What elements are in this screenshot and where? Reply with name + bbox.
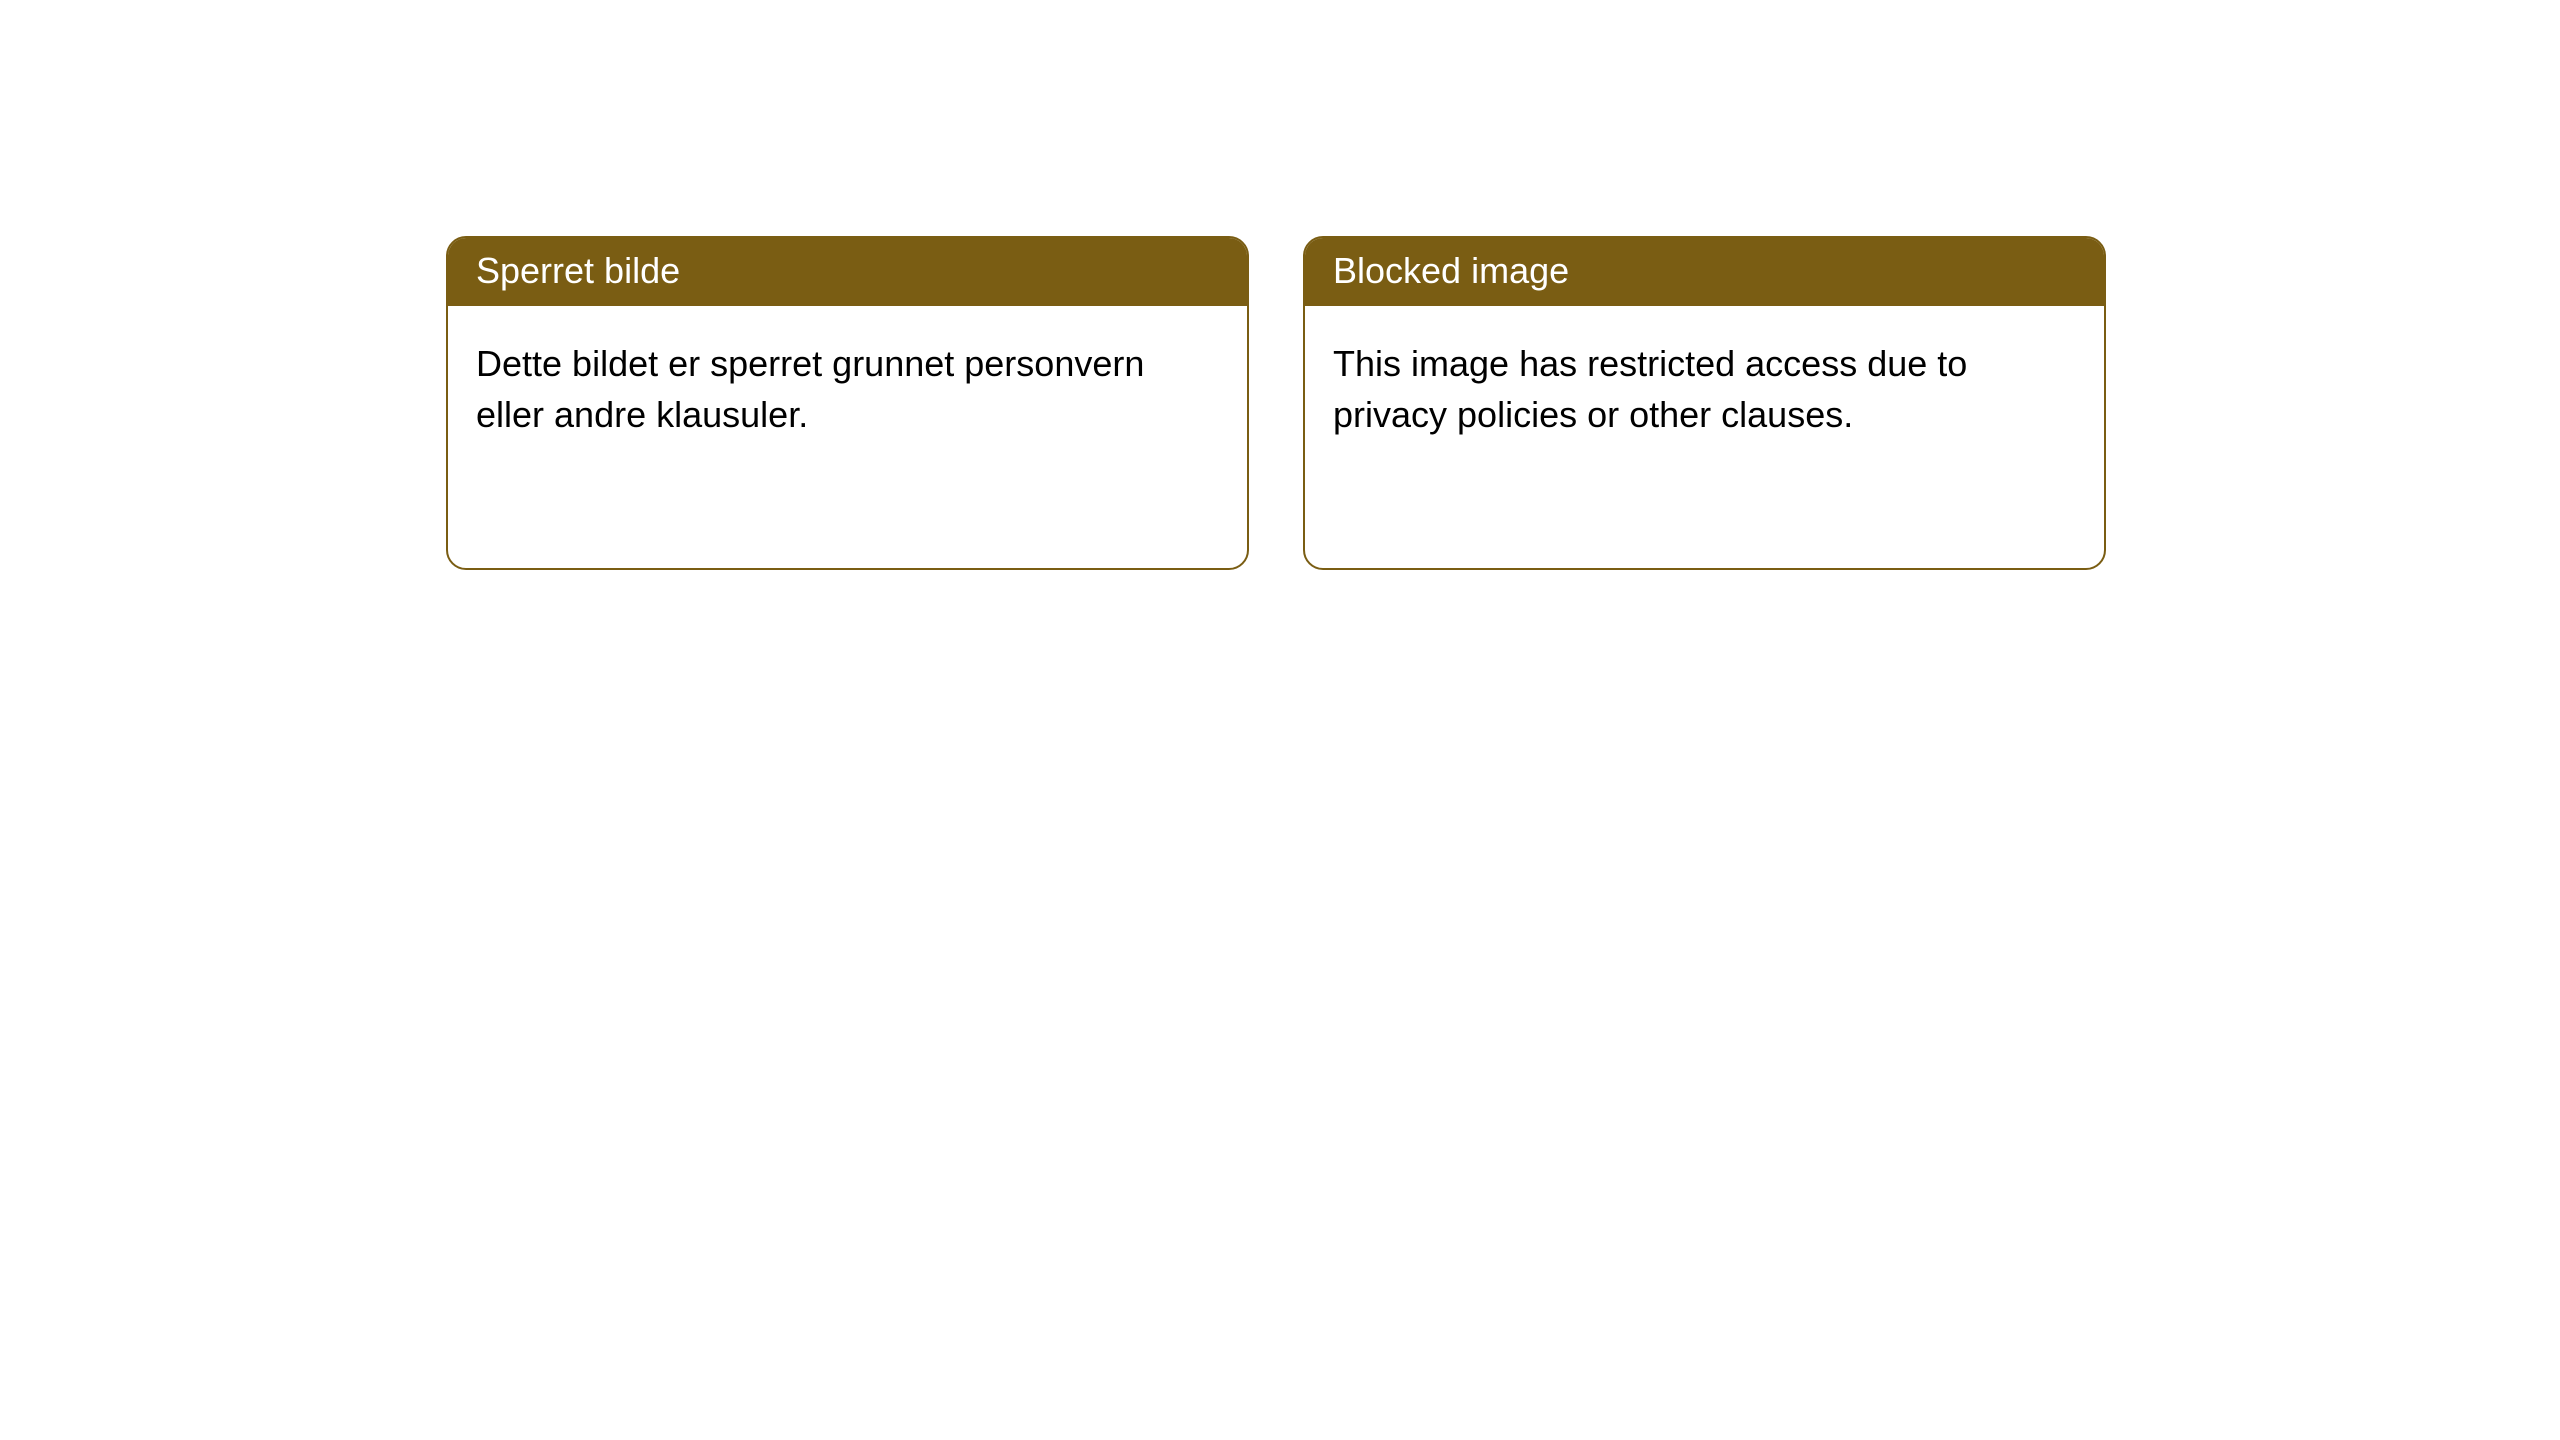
card-header: Blocked image (1305, 238, 2104, 306)
card-message: This image has restricted access due to … (1333, 343, 1967, 435)
card-body: Dette bildet er sperret grunnet personve… (448, 306, 1247, 472)
card-title: Blocked image (1333, 250, 1569, 291)
card-title: Sperret bilde (476, 250, 680, 291)
notice-card-norwegian: Sperret bilde Dette bildet er sperret gr… (446, 236, 1249, 570)
card-body: This image has restricted access due to … (1305, 306, 2104, 472)
card-header: Sperret bilde (448, 238, 1247, 306)
card-message: Dette bildet er sperret grunnet personve… (476, 343, 1144, 435)
notice-container: Sperret bilde Dette bildet er sperret gr… (446, 236, 2106, 570)
notice-card-english: Blocked image This image has restricted … (1303, 236, 2106, 570)
